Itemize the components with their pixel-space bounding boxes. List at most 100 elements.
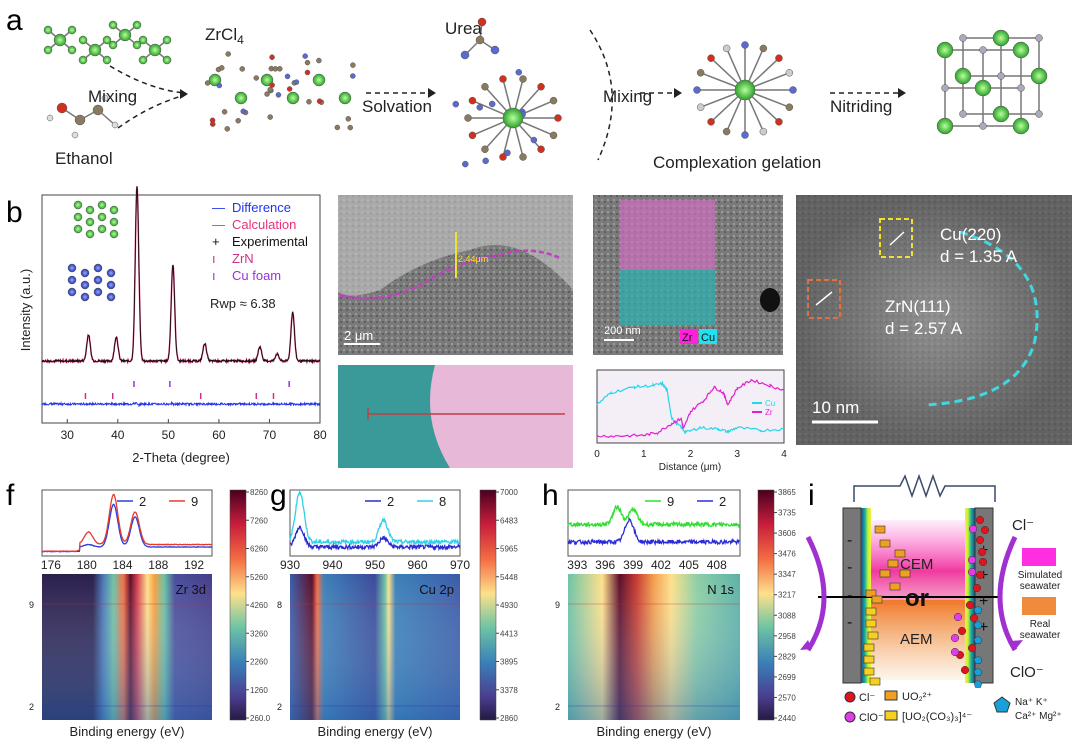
scale-bar-label-eds: 200 nm — [604, 325, 641, 337]
uo2-ion — [887, 559, 899, 568]
zrn-crystal-lattice — [936, 29, 1048, 135]
y-tick-label: 9 — [555, 600, 560, 610]
cl-ion — [972, 583, 982, 593]
cl-atom — [43, 25, 53, 35]
colorbar-label: 5965 — [500, 545, 518, 554]
zr-atom — [954, 67, 972, 85]
x-tick-label: 940 — [322, 558, 342, 572]
cu-inset-atom — [80, 268, 90, 278]
cu-d-spacing: d = 1.35 A — [940, 247, 1018, 266]
x-tick-label: 960 — [407, 558, 427, 572]
ligand-atom — [499, 75, 507, 83]
urea-nitrogen — [452, 100, 460, 108]
ligand-atom — [722, 127, 731, 136]
x-tick-label: 402 — [651, 558, 671, 572]
ligand-atom — [464, 114, 472, 122]
uo2co3-legend-icon — [884, 710, 898, 721]
cation-ion — [973, 679, 983, 688]
cl-ion — [967, 643, 977, 653]
colorbar-label: 2570 — [778, 693, 796, 702]
colorbar-label: 3895 — [500, 658, 518, 667]
pore — [760, 288, 780, 312]
panel-h-n1s-xps: 9 2 393 396 399 402 405 408 9 2 N 1s Binding energy… — [555, 488, 796, 739]
panel-label-a: a — [6, 4, 23, 37]
interface-line — [339, 249, 561, 300]
ligand-atom — [235, 117, 241, 124]
cu-inset-atom — [93, 263, 103, 273]
x-tick-label: 176 — [41, 558, 61, 572]
cu-inset-atom — [67, 263, 77, 273]
zr-atom — [1012, 117, 1030, 135]
n-atom — [1035, 34, 1043, 42]
cl-atom — [78, 55, 88, 65]
ligand-atom — [707, 118, 715, 126]
ligand-atom — [275, 92, 282, 98]
simulated-label-1: Simulated — [1018, 570, 1062, 581]
lattice-mark-zrn — [815, 291, 833, 306]
urea-molecule — [460, 17, 500, 60]
ligand-atom — [785, 103, 794, 111]
colorbar-label: 7260 — [250, 516, 268, 525]
n-atom — [979, 46, 987, 54]
x-axis-label: Binding energy (eV) — [70, 724, 185, 739]
uo2-ion — [879, 539, 891, 548]
cl-ion — [965, 600, 975, 610]
colorbar-label: 6483 — [500, 516, 518, 525]
clo-ion — [967, 555, 977, 565]
cl-atom — [102, 35, 112, 45]
legend-ca-mg: Ca²⁺ Mg²⁺ — [1015, 711, 1062, 722]
zr-atom — [53, 33, 67, 47]
y-tick-label: 2 — [29, 702, 34, 712]
rwp-annotation: Rwp ≈ 6.38 — [210, 296, 276, 311]
uo2co3-ion — [865, 619, 877, 628]
clo-ion — [968, 524, 978, 534]
colorbar-label: 3088 — [778, 611, 796, 620]
x-tick-label: 393 — [567, 558, 587, 572]
x-axis-label: Binding energy (eV) — [597, 724, 712, 739]
cation-ion — [973, 605, 983, 614]
panel-b-xrd-chart: 30 40 50 60 70 80 2-Theta (degree) Intensity … — [18, 186, 327, 465]
zr-atom — [118, 28, 132, 42]
resistor-circuit — [853, 473, 996, 502]
core-level-label: N 1s — [707, 582, 734, 597]
cl-ion — [960, 665, 970, 675]
ligand-atom — [350, 62, 356, 68]
scale-bar-label-c: 2 μm — [344, 328, 373, 343]
cem-label: CEM — [900, 556, 933, 573]
zr-atom — [936, 117, 954, 135]
ligand-atom — [316, 98, 323, 104]
uo2co3-ion — [863, 667, 875, 676]
legend-entry: Cu foam — [232, 268, 281, 283]
zrn-inset-atom — [73, 212, 83, 222]
cu-inset-atom — [80, 292, 90, 302]
cu-inset-atom — [106, 280, 116, 290]
ion-legend: Cl⁻ ClO⁻ UO₂²⁺ [UO₂(CO₃)₃]⁴⁻ Na⁺ K⁺ Ca²⁺… — [844, 690, 1062, 724]
x-tick-label: 4 — [781, 449, 787, 460]
cu-inset-atom — [106, 268, 116, 278]
ligand-atom — [345, 116, 352, 122]
cl-atom — [132, 20, 142, 30]
ligand-atom — [696, 69, 705, 77]
ligand-atom — [549, 96, 558, 105]
x-axis-label: Distance (μm) — [659, 462, 721, 473]
core-level-label: Zr 3d — [176, 582, 206, 597]
clo-ion — [967, 567, 977, 577]
colorbar-label: 3606 — [778, 529, 796, 538]
ligand-atom — [775, 54, 783, 62]
cu-region-box — [879, 218, 913, 258]
clo-ion — [950, 647, 960, 657]
simulated-label-2: seawater — [1020, 581, 1061, 592]
legend-entry: Difference — [232, 200, 291, 215]
ligand-atom — [209, 121, 216, 127]
ligand-atom — [304, 69, 311, 76]
n-atom — [959, 110, 967, 118]
crystal-structure-inset — [67, 200, 119, 302]
solvated-zr-complex — [452, 69, 562, 168]
cl-atom — [138, 55, 148, 65]
ligand-atom — [240, 108, 247, 115]
minus-sign: - — [847, 587, 852, 604]
y-tick-label: 8 — [277, 600, 282, 610]
ligand-atom — [350, 73, 356, 79]
uo2-ion — [889, 582, 901, 591]
cl-atom — [162, 55, 172, 65]
